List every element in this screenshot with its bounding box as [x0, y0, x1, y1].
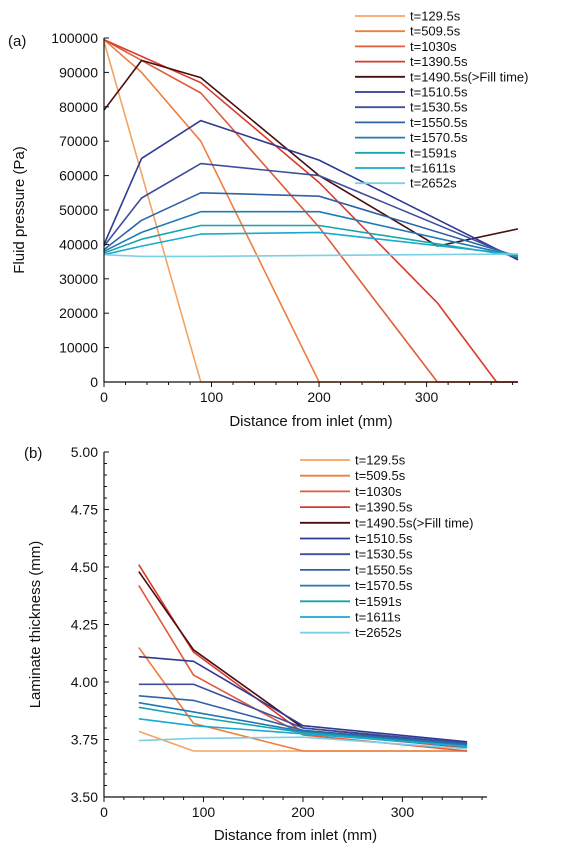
chart-a-series-line-5 — [103, 59, 519, 247]
chart-a-y-tick-label: 30000 — [59, 271, 98, 287]
chart-b-y-tick-label: 4.50 — [71, 559, 98, 575]
chart-a-x-tick-label: 200 — [307, 389, 331, 405]
chart-b-series-line-5 — [138, 571, 468, 745]
chart-a-x-axis-label: Distance from inlet (mm) — [229, 413, 392, 430]
chart-a-y-tick-label: 70000 — [59, 133, 98, 149]
chart-b-legend-label-11: t=1611s — [355, 610, 401, 625]
chart-b-series-line-6 — [138, 655, 468, 743]
chart-b-series-line-9 — [138, 701, 468, 747]
chart-a-series-line-9 — [103, 210, 519, 258]
chart-a-series-line-11 — [103, 231, 519, 256]
chart-b-y-tick-label: 4.00 — [71, 674, 98, 690]
chart-b-legend-label-12: t=2652s — [355, 625, 402, 640]
chart-a-legend-label-2: t=509.5s — [410, 24, 461, 39]
chart-a-legend-label-9: t=1570.5s — [410, 130, 468, 145]
chart-b-series-line-12 — [138, 736, 468, 750]
chart-b-legend-label-4: t=1390.5s — [355, 500, 413, 515]
chart-b-legend-label-10: t=1591s — [355, 594, 402, 609]
chart-b-series-line-4 — [138, 564, 468, 749]
chart-a-panel-label: (a) — [8, 33, 26, 50]
chart-a-legend-label-7: t=1530.5s — [410, 100, 468, 115]
chart-b-panel-label: (b) — [24, 445, 42, 462]
chart-a-legend-label-5: t=1490.5s(>Fill time) — [410, 69, 529, 84]
chart-a-y-tick-label: 0 — [90, 374, 98, 390]
chart-a-x-tick-label: 100 — [200, 389, 224, 405]
chart-a-y-tick-label: 50000 — [59, 202, 98, 218]
chart-a-series-line-7 — [103, 162, 519, 259]
chart-b-legend-label-2: t=509.5s — [355, 468, 406, 483]
chart-a-series-line-6 — [103, 119, 519, 261]
chart-b-y-tick-label: 3.75 — [71, 732, 98, 748]
chart-a-legend-label-4: t=1390.5s — [410, 54, 468, 69]
chart-b-legend-label-6: t=1510.5s — [355, 531, 413, 546]
chart-b-x-tick-label: 100 — [192, 804, 216, 820]
chart-b-legend-label-1: t=129.5s — [355, 453, 406, 468]
chart-b-y-tick-label: 3.50 — [71, 789, 98, 805]
chart-a-legend-label-1: t=129.5s — [410, 9, 461, 24]
chart-b-x-tick-label: 0 — [100, 804, 108, 820]
chart-b-legend-label-9: t=1570.5s — [355, 578, 413, 593]
chart-a-legend-label-10: t=1591s — [410, 145, 457, 160]
chart-a-legend-label-12: t=2652s — [410, 176, 457, 191]
chart-a-y-tick-label: 20000 — [59, 305, 98, 321]
chart-a-y-tick-label: 90000 — [59, 64, 98, 80]
chart-b-series-line-7 — [138, 683, 468, 744]
chart-b-x-tick-label: 200 — [291, 804, 315, 820]
chart-b-legend-label-3: t=1030s — [355, 484, 402, 499]
chart-b-x-tick-label: 300 — [391, 804, 415, 820]
chart-a-legend-label-8: t=1550.5s — [410, 115, 468, 130]
chart-a-series-line-12 — [103, 253, 519, 258]
chart-a-legend-label-6: t=1510.5s — [410, 85, 468, 100]
chart-a-y-tick-label: 60000 — [59, 168, 98, 184]
chart-a-y-tick-label: 80000 — [59, 99, 98, 115]
chart-b-series-line-8 — [138, 695, 468, 745]
chart-b-x-axis-label: Distance from inlet (mm) — [214, 827, 377, 844]
chart-b-y-tick-label: 4.75 — [71, 502, 98, 518]
chart-a-series-line-8 — [103, 192, 519, 258]
chart-a-legend-label-3: t=1030s — [410, 39, 457, 54]
chart-a-y-tick-label: 100000 — [51, 30, 98, 46]
chart-b-y-tick-label: 4.25 — [71, 617, 98, 633]
chart-b-legend-label-7: t=1530.5s — [355, 547, 413, 562]
chart-b-legend-label-8: t=1550.5s — [355, 562, 413, 577]
chart-b-legend-label-5: t=1490.5s(>Fill time) — [355, 515, 474, 530]
chart-a-y-tick-label: 40000 — [59, 236, 98, 252]
chart-b-y-axis-label: Laminate thickness (mm) — [27, 541, 44, 709]
chart-b-series-line-11 — [138, 718, 468, 748]
chart-a-legend-label-11: t=1611s — [410, 161, 456, 176]
chart-a-series-line-10 — [103, 224, 519, 258]
chart-a-x-tick-label: 0 — [100, 389, 108, 405]
chart-a-x-tick-label: 300 — [415, 389, 439, 405]
chart-a-y-tick-label: 10000 — [59, 340, 98, 356]
chart-b-y-tick-label: 5.00 — [71, 444, 98, 460]
chart-a-y-axis-label: Fluid pressure (Pa) — [11, 146, 28, 274]
